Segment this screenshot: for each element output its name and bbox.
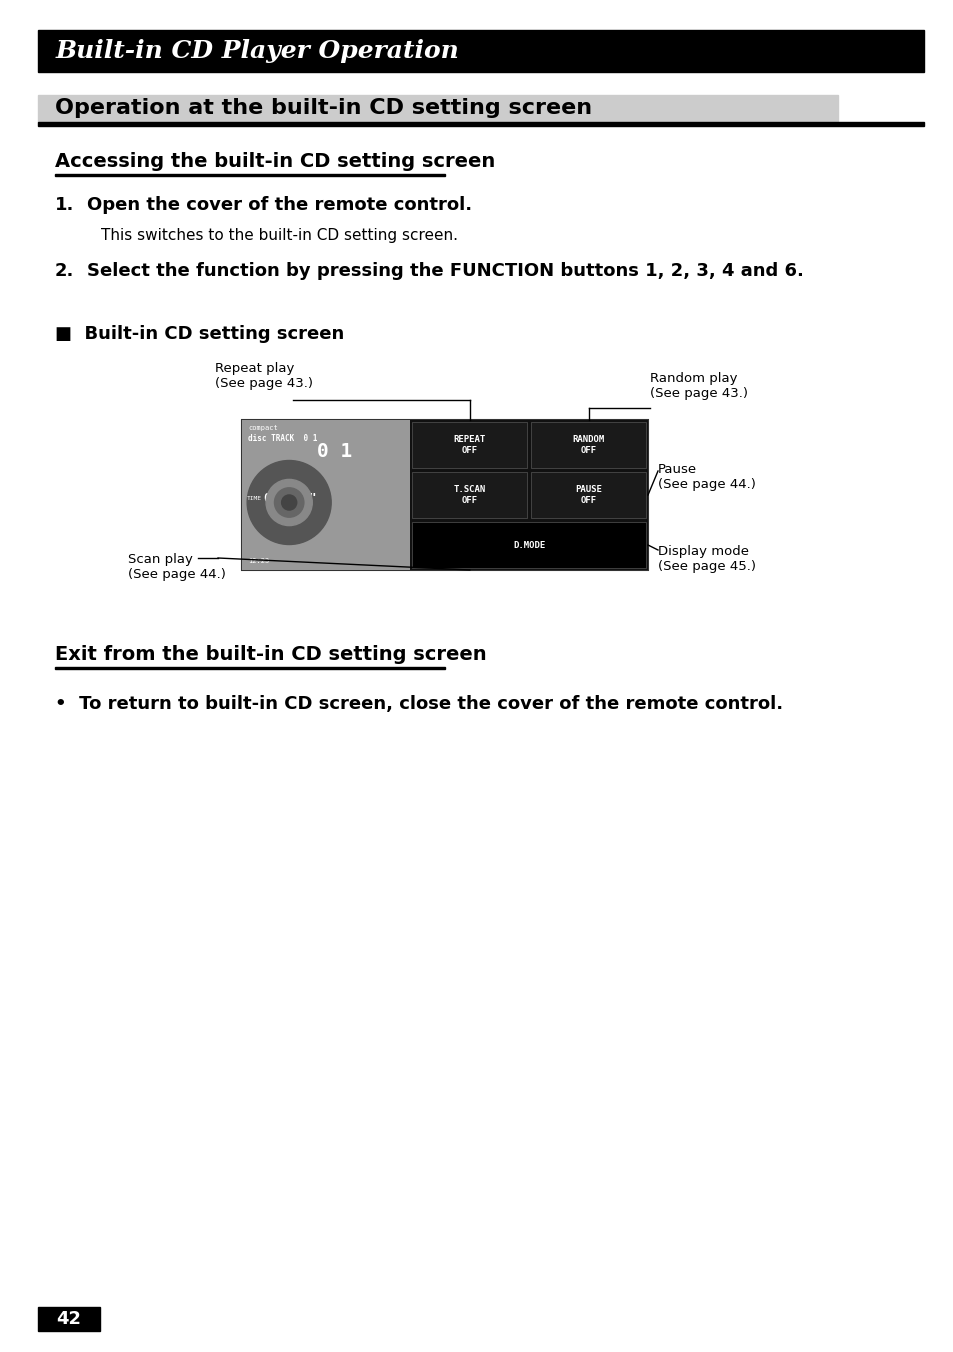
Bar [242,420,647,571]
Text: 12:23: 12:23 [248,558,269,564]
Text: Open the cover of the remote control.: Open the cover of the remote control. [87,196,472,214]
Bar [531,422,645,468]
Bar [412,472,527,518]
Circle shape [281,495,296,510]
Text: T.SCAN
OFF: T.SCAN OFF [454,485,485,504]
Circle shape [266,480,312,526]
Text: 0 1: 0 1 [316,442,352,461]
Text: disc TRACK  0 1: disc TRACK 0 1 [248,434,317,443]
Text: •  To return to built-in CD screen, close the cover of the remote control.: • To return to built-in CD screen, close… [55,695,782,713]
Text: Exit from the built-in CD setting screen: Exit from the built-in CD setting screen [55,645,486,664]
Text: 42: 42 [56,1310,81,1328]
Text: ■  Built-in CD setting screen: ■ Built-in CD setting screen [55,324,344,343]
Text: Select the function by pressing the FUNCTION buttons 1, 2, 3, 4 and 6.: Select the function by pressing the FUNC… [87,262,803,280]
Bar [242,420,410,571]
Circle shape [274,488,304,518]
Text: Scan play
(See page 44.): Scan play (See page 44.) [128,553,226,581]
Text: 00' 11": 00' 11" [264,492,316,504]
Bar [38,95,837,122]
Text: 1.: 1. [55,196,74,214]
Bar [412,422,527,468]
Text: Operation at the built-in CD setting screen: Operation at the built-in CD setting scr… [55,99,592,119]
Text: Pause
(See page 44.): Pause (See page 44.) [658,462,755,491]
Text: TIME: TIME [247,495,262,500]
Text: This switches to the built-in CD setting screen.: This switches to the built-in CD setting… [101,228,457,243]
Bar [38,122,923,126]
Text: D.MODE: D.MODE [513,541,545,549]
Text: compact: compact [248,425,277,431]
Text: Accessing the built-in CD setting screen: Accessing the built-in CD setting screen [55,151,495,170]
Text: Built-in CD Player Operation: Built-in CD Player Operation [56,39,459,64]
Bar [38,1307,100,1330]
Text: Display mode
(See page 45.): Display mode (See page 45.) [658,545,755,573]
Text: Random play
(See page 43.): Random play (See page 43.) [649,372,747,400]
Bar [55,667,444,669]
Text: REPEAT
OFF: REPEAT OFF [454,435,485,454]
Text: 2.: 2. [55,262,74,280]
Bar [410,420,647,571]
Bar [531,472,645,518]
Bar [38,30,923,72]
Bar [412,522,645,568]
Bar [55,174,444,176]
Text: Repeat play
(See page 43.): Repeat play (See page 43.) [214,362,313,389]
Text: PAUSE
OFF: PAUSE OFF [575,485,601,504]
Circle shape [247,461,331,545]
Text: RANDOM
OFF: RANDOM OFF [572,435,604,454]
